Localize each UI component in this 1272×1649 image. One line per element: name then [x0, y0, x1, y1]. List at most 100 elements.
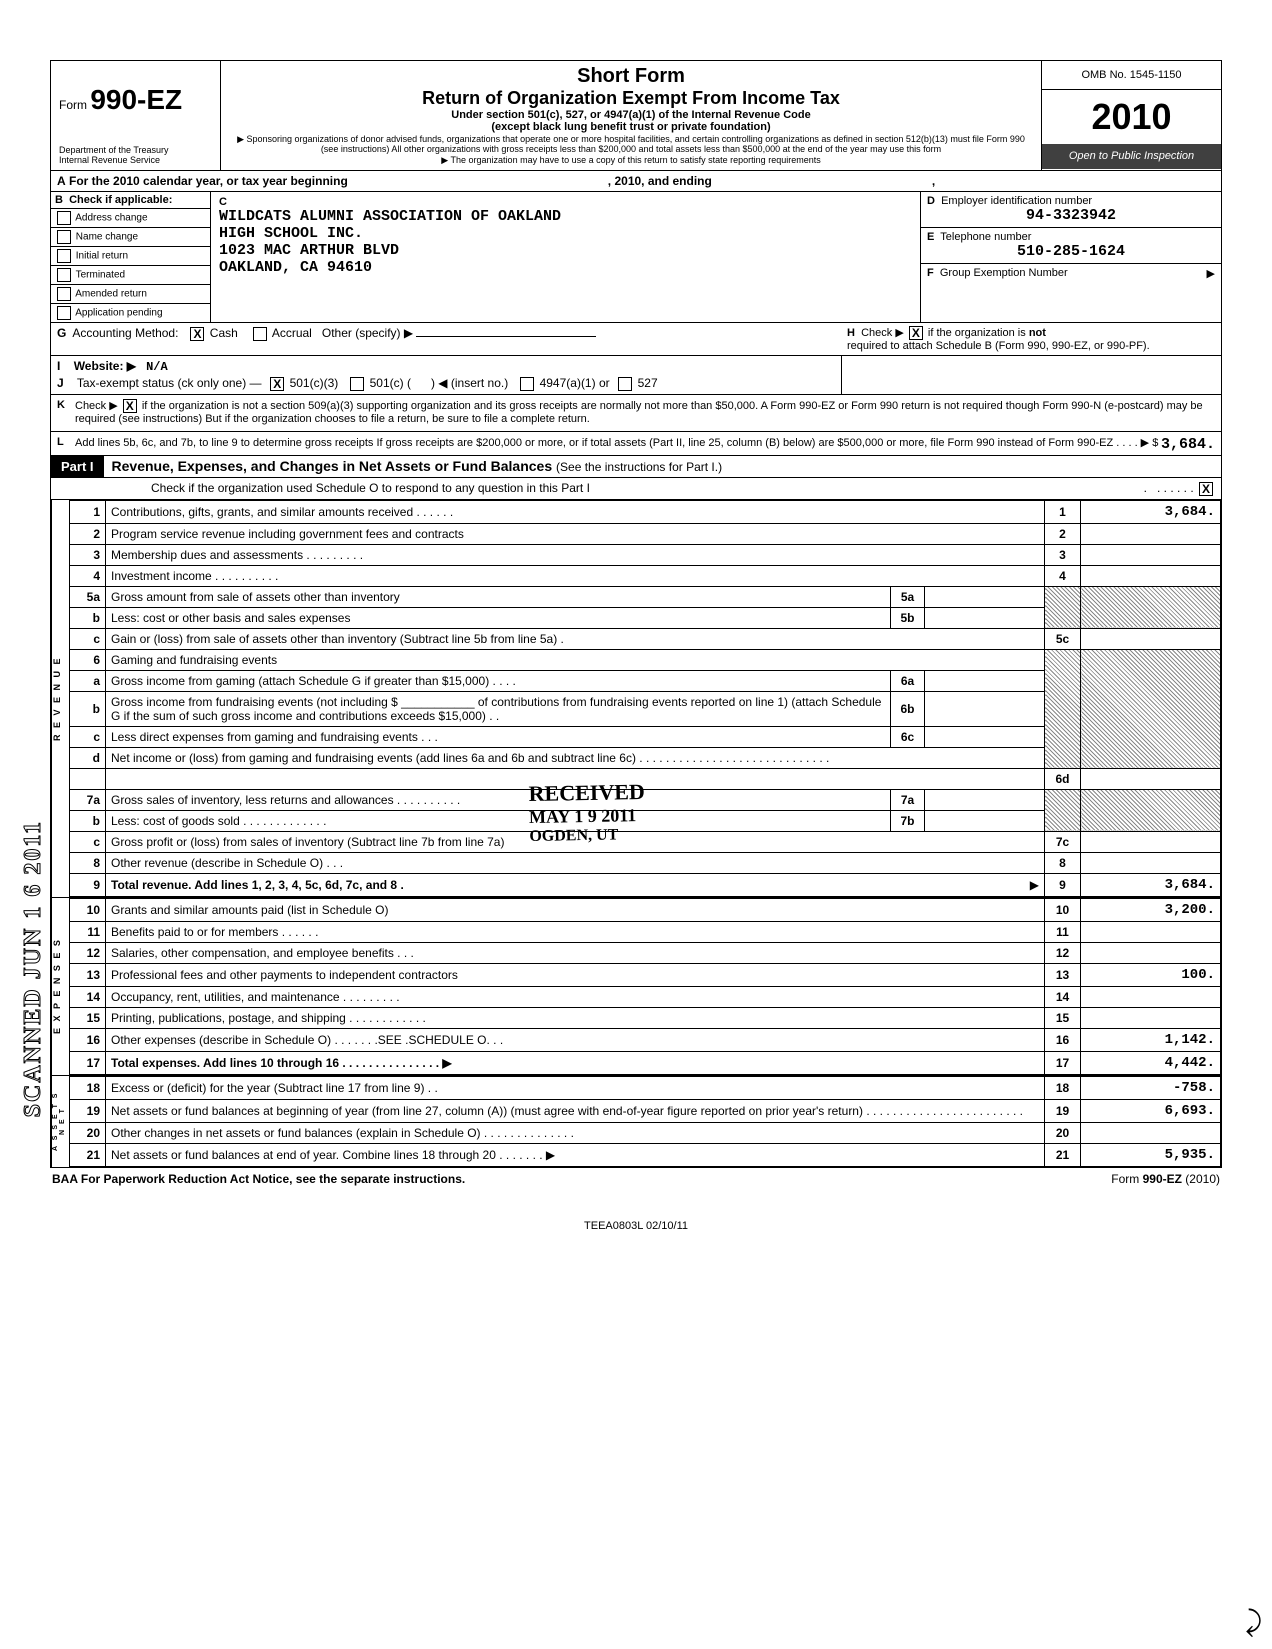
opt-501c3: 501(c)(3) [290, 376, 339, 390]
revenue-label: R E V E N U E [51, 500, 69, 897]
footer-right: Form 990-EZ (2010) [1111, 1172, 1220, 1186]
subtitle-code: Under section 501(c), 527, or 4947(a)(1)… [451, 109, 810, 121]
l1-desc: Contributions, gifts, grants, and simila… [106, 500, 1045, 523]
l7-shade-val [1081, 789, 1221, 831]
l6b-snum: 6b [891, 691, 925, 726]
checkbox-name-change[interactable] [57, 230, 71, 244]
dept2: Internal Revenue Service [59, 156, 212, 166]
l15-rval [1081, 1007, 1221, 1028]
checkbox-501c[interactable] [350, 377, 364, 391]
l9-rnum: 9 [1045, 873, 1081, 896]
scanned-stamp: SCANNED JUN 1 6 2011 [20, 820, 47, 1117]
l21-desc: Net assets or fund balances at end of ye… [106, 1143, 1045, 1166]
expenses-table: 10Grants and similar amounts paid (list … [69, 898, 1221, 1075]
l21-rval: 5,935. [1081, 1143, 1221, 1166]
l6-desc: Gaming and fundraising events [106, 649, 1045, 670]
l20-desc: Other changes in net assets or fund bala… [106, 1122, 1045, 1143]
l20-rval [1081, 1122, 1221, 1143]
label-k: K [57, 399, 65, 411]
omb-number: OMB No. 1545-1150 [1042, 61, 1221, 90]
label-g: G [57, 326, 66, 340]
net-assets-table: 18Excess or (deficit) for the year (Subt… [69, 1076, 1221, 1167]
header-center: Short Form Return of Organization Exempt… [221, 61, 1041, 170]
label-b: B [55, 194, 63, 206]
part1-title: Revenue, Expenses, and Changes in Net As… [104, 458, 723, 474]
l9-desc-text: Total revenue. Add lines 1, 2, 3, 4, 5c,… [111, 878, 404, 892]
l17-num: 17 [70, 1051, 106, 1074]
row-g: G Accounting Method: X Cash Accrual Othe… [51, 323, 841, 355]
row-i: I Website: ▶ N/A [57, 359, 835, 374]
rows-b-through-f: B Check if applicable: Address change Na… [51, 192, 1221, 323]
checkbox-schedule-o[interactable]: X [1199, 482, 1213, 496]
phone-label: Telephone number [940, 231, 1031, 243]
header-left: Form 990-EZ Department of the Treasury I… [51, 61, 221, 170]
l13-rval: 100. [1081, 963, 1221, 986]
subtitle-except: (except black lung benefit trust or priv… [491, 121, 770, 133]
part1-label: Part I [51, 456, 104, 477]
l5a-desc: Gross amount from sale of assets other t… [106, 586, 891, 607]
checkbox-k[interactable]: X [123, 399, 137, 413]
k-check: Check ▶ [75, 400, 118, 412]
l16-desc: Other expenses (describe in Schedule O) … [106, 1028, 1045, 1051]
l7b-sval [925, 810, 1045, 831]
row-a-end: , [932, 174, 935, 188]
title-short-form: Short Form [577, 65, 685, 88]
l6d-num: d [70, 747, 106, 768]
l3-num: 3 [70, 544, 106, 565]
part1-header: Part I Revenue, Expenses, and Changes in… [51, 456, 1221, 478]
l5c-desc: Gain or (loss) from sale of assets other… [106, 628, 1045, 649]
row-l: L Add lines 5b, 6c, and 7b, to line 9 to… [51, 432, 1221, 456]
checkbox-4947[interactable] [520, 377, 534, 391]
net-assets-label: A S S E T SN E T [51, 1076, 69, 1167]
l6a-desc: Gross income from gaming (attach Schedul… [106, 670, 891, 691]
row-a: A For the 2010 calendar year, or tax yea… [51, 171, 1221, 192]
checkbox-initial-return[interactable] [57, 249, 71, 263]
title-return: Return of Organization Exempt From Incom… [422, 88, 840, 109]
l7c-num: c [70, 831, 106, 852]
l6-shade-val [1081, 649, 1221, 768]
l5a-num: 5a [70, 586, 106, 607]
l5c-num: c [70, 628, 106, 649]
label-h: H [847, 327, 855, 339]
checkbox-527[interactable] [618, 377, 632, 391]
l9-desc: Total revenue. Add lines 1, 2, 3, 4, 5c,… [106, 873, 1045, 896]
l17-desc: Total expenses. Add lines 10 through 16 … [106, 1051, 1045, 1074]
website-value: N/A [146, 360, 168, 374]
l3-rval [1081, 544, 1221, 565]
checkbox-501c3[interactable]: X [270, 377, 284, 391]
group-exemption-label: Group Exemption Number [940, 267, 1068, 279]
opt-amended: Amended return [75, 288, 147, 299]
checkbox-amended[interactable] [57, 287, 71, 301]
l5b-num: b [70, 607, 106, 628]
l4-num: 4 [70, 565, 106, 586]
checkbox-terminated[interactable] [57, 268, 71, 282]
l3-rnum: 3 [1045, 544, 1081, 565]
l2-rval [1081, 523, 1221, 544]
header-note1: ▶ Sponsoring organizations of donor advi… [231, 135, 1031, 155]
l6c-desc: Less direct expenses from gaming and fun… [106, 726, 891, 747]
l10-num: 10 [70, 898, 106, 921]
checkbox-app-pending[interactable] [57, 306, 71, 320]
form-number-big: 990-EZ [90, 84, 182, 115]
label-c: C [219, 196, 227, 208]
l7-shade [1045, 789, 1081, 831]
l6b-num: b [70, 691, 106, 726]
revenue-table: 1Contributions, gifts, grants, and simil… [69, 500, 1221, 897]
l6c-snum: 6c [891, 726, 925, 747]
net-assets-section: A S S E T SN E T 18Excess or (deficit) f… [51, 1076, 1221, 1167]
l4-desc: Investment income . . . . . . . . . . [106, 565, 1045, 586]
l19-rnum: 19 [1045, 1099, 1081, 1122]
tax-year: 2010 [1042, 90, 1221, 144]
l21-num: 21 [70, 1143, 106, 1166]
checkbox-h[interactable]: X [909, 326, 923, 340]
l7a-desc: Gross sales of inventory, less returns a… [106, 789, 891, 810]
l8-num: 8 [70, 852, 106, 873]
schedule-o-row: Check if the organization used Schedule … [51, 478, 1221, 500]
l1-num: 1 [70, 500, 106, 523]
l16-num: 16 [70, 1028, 106, 1051]
l6b-desc: Gross income from fundraising events (no… [106, 691, 891, 726]
l6d-desc: Net income or (loss) from gaming and fun… [106, 747, 1045, 768]
checkbox-address-change[interactable] [57, 211, 71, 225]
checkbox-cash[interactable]: X [190, 327, 204, 341]
checkbox-accrual[interactable] [253, 327, 267, 341]
